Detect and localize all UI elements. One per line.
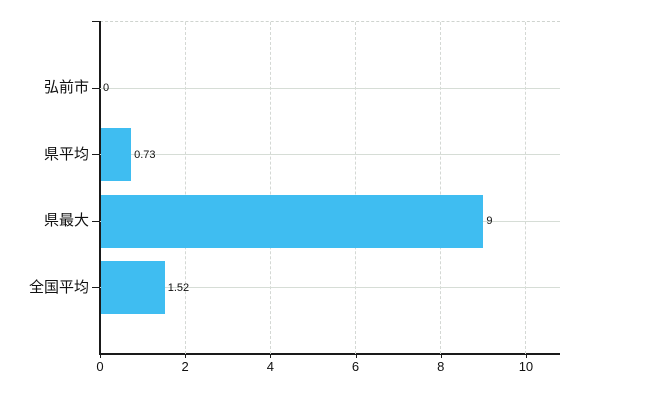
h-gridline (100, 87, 560, 89)
x-tick-label: 4 (266, 359, 274, 374)
v-gridline (355, 22, 357, 354)
x-tick-label: 10 (518, 359, 534, 374)
bar-value-label: 9 (486, 215, 493, 228)
h-gridline (100, 287, 560, 289)
category-label: 全国平均 (28, 278, 89, 296)
category-label: 弘前市 (43, 79, 89, 97)
plot-top-border (100, 21, 560, 22)
y-tick (92, 287, 99, 289)
v-gridline (184, 22, 186, 354)
bar (101, 128, 132, 182)
bar-value-label: 0 (103, 82, 110, 95)
v-gridline (269, 22, 271, 354)
x-tick (355, 354, 357, 358)
x-tick (525, 354, 527, 358)
x-tick (270, 354, 272, 358)
bar-value-label: 0.73 (134, 148, 156, 161)
y-axis-line (99, 21, 101, 354)
h-gridline (100, 154, 560, 156)
x-axis-line (99, 353, 560, 355)
x-tick (440, 354, 442, 358)
x-tick (185, 354, 187, 358)
bar-value-label: 1.52 (167, 281, 190, 294)
bar (101, 261, 165, 315)
y-tick (92, 87, 99, 89)
v-gridline (525, 22, 527, 354)
y-tick (92, 220, 99, 222)
y-axis-end-tick (92, 21, 99, 22)
x-tick-label: 0 (96, 359, 104, 374)
category-label: 県最大 (43, 212, 89, 230)
x-tick-label: 2 (181, 359, 189, 374)
x-tick (100, 354, 101, 358)
x-tick-label: 6 (351, 359, 360, 374)
bar (101, 194, 484, 248)
y-tick (92, 154, 99, 156)
v-gridline (440, 22, 442, 354)
category-label: 県平均 (43, 145, 89, 163)
x-tick-label: 8 (437, 359, 445, 374)
